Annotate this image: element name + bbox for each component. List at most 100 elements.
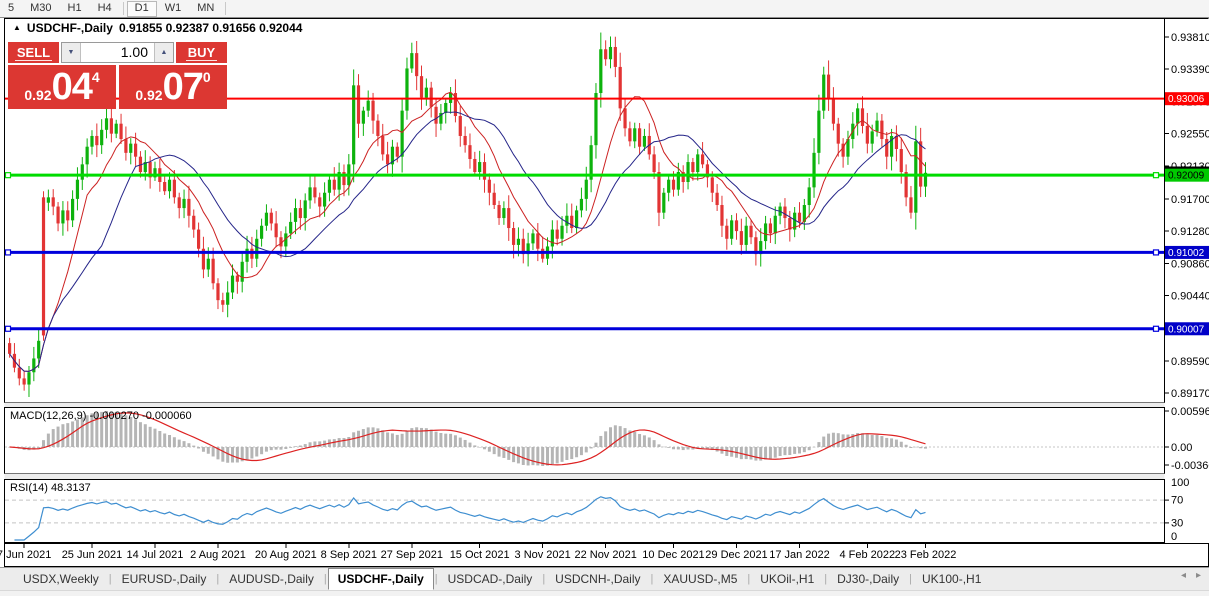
chart-tab-eurusd-daily[interactable]: EURUSD-,Daily xyxy=(121,572,207,586)
candle-body xyxy=(511,228,516,245)
chart-tab-audusd-daily[interactable]: AUDUSD-,Daily xyxy=(229,572,314,586)
macd-histogram-bar xyxy=(332,439,336,447)
candle-body xyxy=(657,172,661,213)
candle-body xyxy=(172,179,176,198)
macd-histogram-bar xyxy=(182,441,186,447)
tab-separator: | xyxy=(323,573,327,585)
candle-body xyxy=(812,152,816,188)
date-tick-label: 23 Feb 2022 xyxy=(895,549,957,561)
buy-button[interactable]: BUY xyxy=(176,42,227,63)
chart-tab-usdx-weekly[interactable]: USDX,Weekly xyxy=(23,572,99,586)
volume-decrease-button[interactable]: ▼ xyxy=(62,43,81,62)
hline-handle[interactable] xyxy=(1152,249,1160,256)
candle-body xyxy=(458,116,462,136)
chart-tab-dj30-daily[interactable]: DJ30-,Daily xyxy=(837,572,900,586)
candle-body xyxy=(342,172,346,186)
sell-button[interactable]: SELL xyxy=(8,42,59,63)
chart-tab-ukoil-h1[interactable]: UKOil-,H1 xyxy=(760,572,815,586)
timeframe-button-M30[interactable]: M30 xyxy=(30,1,52,14)
chart-tab-uk100-h1[interactable]: UK100-,H1 xyxy=(922,572,982,586)
macd-histogram-bar xyxy=(51,429,55,447)
macd-histogram-bar xyxy=(95,412,99,447)
macd-histogram-bar xyxy=(381,430,385,447)
macd-histogram-bar xyxy=(342,438,346,447)
timeframe-button-H1[interactable]: H1 xyxy=(67,1,82,14)
hline-price-label: 0.92009 xyxy=(1168,171,1205,182)
rsi-axis-label: 0 xyxy=(1171,531,1177,543)
chart-tab-xauusd-m5[interactable]: XAUUSD-,M5 xyxy=(663,572,738,586)
hline-handle[interactable] xyxy=(1152,172,1160,179)
macd-histogram-bar xyxy=(725,447,729,456)
candle-body xyxy=(70,198,75,221)
candle-body xyxy=(255,238,259,259)
macd-histogram-bar xyxy=(37,447,41,449)
date-tick-label: 14 Jul 2021 xyxy=(127,549,184,561)
rsi-axis-label: 30 xyxy=(1171,517,1183,529)
volume-increase-button[interactable]: ▲ xyxy=(154,43,173,62)
candle-body xyxy=(826,74,831,100)
candle-body xyxy=(831,99,836,124)
hline-price-label-box xyxy=(1165,168,1209,182)
candle-body xyxy=(904,172,908,198)
candle-body xyxy=(555,229,559,239)
macd-histogram-bar xyxy=(885,437,889,447)
hline-handle[interactable] xyxy=(1152,325,1160,332)
candle-body xyxy=(662,192,666,213)
macd-histogram-bar xyxy=(444,433,448,447)
buy-price-prefix: 0.92 xyxy=(135,87,163,103)
candle-body xyxy=(352,85,356,165)
timeframe-button-5[interactable]: 5 xyxy=(8,1,15,14)
macd-histogram-bar xyxy=(260,447,264,455)
date-tick-label: 15 Oct 2021 xyxy=(450,549,510,561)
hline-price-label-box xyxy=(1165,322,1209,336)
candle-body xyxy=(308,187,312,201)
candle-body xyxy=(196,229,201,249)
tab-separator: | xyxy=(108,573,112,585)
chart-tab-usdcad-daily[interactable]: USDCAD-,Daily xyxy=(447,572,533,586)
timeframe-button-H4[interactable]: H4 xyxy=(97,1,112,14)
tab-separator: | xyxy=(824,573,828,585)
candle-body xyxy=(730,220,734,239)
macd-histogram-bar xyxy=(851,434,855,447)
macd-histogram-bar xyxy=(298,445,302,447)
timeframe-button-MN[interactable]: MN xyxy=(197,1,215,14)
sell-price-tile[interactable]: 0.92 04 4 xyxy=(8,65,116,109)
candle-body xyxy=(536,233,540,249)
macd-histogram-bar xyxy=(66,423,70,447)
macd-histogram-bar xyxy=(352,432,356,447)
hline-handle[interactable] xyxy=(4,249,12,256)
macd-histogram-bar xyxy=(303,444,307,447)
candle-body xyxy=(923,172,928,187)
hline-handle[interactable] xyxy=(4,325,12,332)
candle-body xyxy=(565,215,569,226)
candle-body xyxy=(574,210,579,229)
macd-histogram-bar xyxy=(357,430,361,447)
tabs-scroll-left-icon[interactable]: ◂ xyxy=(1180,570,1186,581)
macd-histogram-bar xyxy=(521,447,525,465)
hline-handle[interactable] xyxy=(4,172,12,179)
macd-histogram-bar xyxy=(773,447,777,458)
candle-body xyxy=(376,120,380,136)
buy-price-tile[interactable]: 0.92 07 0 xyxy=(119,65,227,109)
volume-input[interactable]: 1.00 xyxy=(120,44,148,60)
chart-tab-usdcnh-daily[interactable]: USDCNH-,Daily xyxy=(555,572,641,586)
candle-body xyxy=(240,261,244,282)
macd-histogram-bar xyxy=(667,447,671,448)
one-click-trading-panel: SELL ▼ 1.00 ▲ BUY 0.92 04 4 0.92 07 0 xyxy=(8,42,227,109)
buy-button-label: BUY xyxy=(185,45,218,61)
macd-histogram-bar xyxy=(701,447,705,449)
candle-body xyxy=(148,162,152,178)
collapse-triangle-icon[interactable]: ▲ xyxy=(13,23,21,32)
macd-histogram-bar xyxy=(793,447,797,454)
chart-tab-usdchf-daily[interactable]: USDCHF-,Daily xyxy=(327,568,434,590)
price-axis: 0.938100.933900.929700.925500.921300.917… xyxy=(1164,32,1209,400)
timeframe-button-D1[interactable]: D1 xyxy=(126,0,157,17)
tabs-scroll-right-icon[interactable]: ▸ xyxy=(1195,570,1201,581)
timeframe-button-W1[interactable]: W1 xyxy=(164,1,182,14)
candle-body xyxy=(846,139,850,157)
macd-histogram-bar xyxy=(143,424,147,447)
tab-separator: | xyxy=(216,573,220,585)
macd-histogram-bar xyxy=(613,425,617,447)
price-tick-label: 0.91700 xyxy=(1171,194,1209,206)
